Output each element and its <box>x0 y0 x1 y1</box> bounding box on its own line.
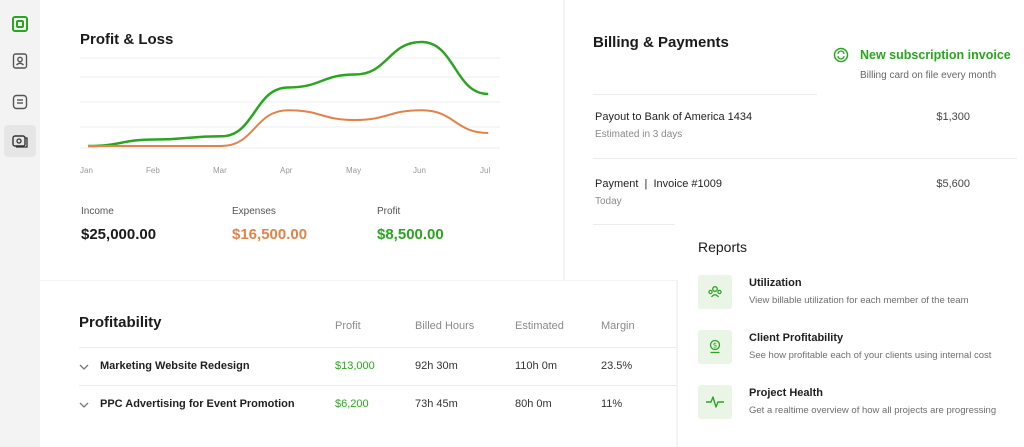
project-estimated: 80h 0m <box>515 398 552 410</box>
x-tick-label: Feb <box>146 166 160 175</box>
billing-row-amount: $5,600 <box>936 178 970 190</box>
table-row[interactable]: PPC Advertising for Event Promotion $6,2… <box>79 388 676 422</box>
team-icon <box>698 275 732 309</box>
column-header-profit[interactable]: Profit <box>335 320 361 332</box>
column-header-margin[interactable]: Margin <box>601 320 635 332</box>
sidebar <box>0 0 40 447</box>
divider <box>593 158 1017 159</box>
chevron-down-icon[interactable] <box>79 401 89 409</box>
profit-value: $8,500.00 <box>377 226 444 243</box>
profit-label: Profit <box>377 206 401 217</box>
x-tick-label: Apr <box>280 166 293 175</box>
x-tick-label: Jun <box>413 166 426 175</box>
project-estimated: 110h 0m <box>515 360 557 372</box>
profitability-card <box>40 281 676 447</box>
billing-row-amount: $1,300 <box>936 111 970 123</box>
report-item-client-profitability[interactable]: $ Client Profitability See how profitabl… <box>698 330 1018 370</box>
pulse-icon <box>698 385 732 419</box>
project-profit: $6,200 <box>335 398 369 410</box>
x-tick-label: May <box>346 166 362 175</box>
notification-title[interactable]: New subscription invoice <box>860 48 1011 62</box>
divider <box>79 347 676 348</box>
billing-row-title: Payout to Bank of America 1434 <box>595 111 753 123</box>
profit-loss-title: Profit & Loss <box>80 31 174 48</box>
chart-x-axis: Jan Feb Mar Apr May Jun Jul <box>80 166 500 178</box>
document-icon[interactable] <box>4 86 36 118</box>
reports-card <box>678 225 1024 447</box>
report-item-utilization[interactable]: Utilization View billable utilization fo… <box>698 275 1018 315</box>
project-margin: 11% <box>601 398 623 410</box>
report-description: View billable utilization for each membe… <box>749 295 969 306</box>
project-profit: $13,000 <box>335 360 375 372</box>
chevron-down-icon[interactable] <box>79 363 89 371</box>
project-billed-hours: 73h 45m <box>415 398 458 410</box>
x-tick-label: Jan <box>80 166 93 175</box>
dollar-icon: $ <box>698 330 732 364</box>
expenses-label: Expenses <box>232 206 276 217</box>
report-description: See how profitable each of your clients … <box>749 350 992 361</box>
billing-row-sub: Estimated in 3 days <box>595 129 683 140</box>
billing-icon[interactable] <box>4 125 36 157</box>
refresh-icon <box>833 47 849 63</box>
x-tick-label: Jul <box>480 166 491 175</box>
contacts-icon[interactable] <box>4 45 36 77</box>
income-label: Income <box>81 206 114 217</box>
expenses-value: $16,500.00 <box>232 226 308 243</box>
income-value: $25,000.00 <box>81 226 157 243</box>
x-tick-label: Mar <box>213 166 227 175</box>
project-margin: 23.5% <box>601 360 633 372</box>
report-description: Get a realtime overview of how all proje… <box>749 405 997 416</box>
column-header-billed-hours[interactable]: Billed Hours <box>415 320 475 332</box>
project-name: Marketing Website Redesign <box>100 360 250 372</box>
divider <box>79 385 676 386</box>
column-header-estimated[interactable]: Estimated <box>515 320 564 332</box>
report-title: Project Health <box>749 387 823 399</box>
profit-loss-card <box>40 0 563 280</box>
report-title: Client Profitability <box>749 332 844 344</box>
expenses-series-line <box>87 109 489 147</box>
divider <box>593 224 675 225</box>
divider <box>593 94 817 95</box>
report-item-project-health[interactable]: Project Health Get a realtime overview o… <box>698 385 1018 425</box>
profit-loss-chart <box>80 40 500 149</box>
chart-grid <box>80 57 500 149</box>
notification-subtitle: Billing card on file every month <box>860 70 997 81</box>
project-name: PPC Advertising for Event Promotion <box>100 398 295 410</box>
project-billed-hours: 92h 30m <box>415 360 458 372</box>
profitability-title: Profitability <box>79 314 162 331</box>
billing-row-title: Payment | Invoice #1009 <box>595 178 722 190</box>
billing-row-sub: Today <box>595 196 622 207</box>
svg-text:$: $ <box>713 342 717 350</box>
report-title: Utilization <box>749 277 802 289</box>
billing-title: Billing & Payments <box>593 34 729 51</box>
table-row[interactable]: Marketing Website Redesign $13,000 92h 3… <box>79 350 676 384</box>
logo-icon[interactable] <box>4 8 36 40</box>
reports-title: Reports <box>698 239 748 255</box>
income-series-line <box>87 40 489 148</box>
